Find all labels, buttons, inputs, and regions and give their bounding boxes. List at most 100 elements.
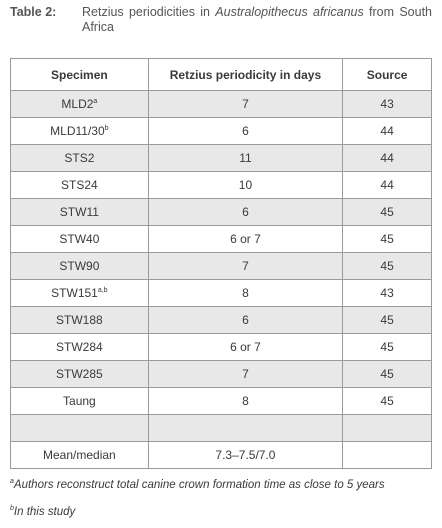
specimen: STW40 xyxy=(59,232,100,246)
source-cell: 44 xyxy=(342,171,432,199)
source: 43 xyxy=(380,286,394,300)
table-row: MLD2a 7 43 xyxy=(10,90,432,118)
source-cell: 44 xyxy=(342,144,432,172)
specimen: STS24 xyxy=(61,178,98,192)
source: 45 xyxy=(380,367,394,381)
specimen-note: a xyxy=(93,98,98,105)
caption: Table 2: Retzius periodicities in Austra… xyxy=(10,5,432,35)
source-cell xyxy=(342,441,432,469)
periodicity-cell: 6 xyxy=(147,117,344,145)
specimen: STS2 xyxy=(64,151,95,165)
specimen-cell: STW40 xyxy=(10,225,149,253)
header-cell: Retzius periodicity in days xyxy=(147,58,344,91)
source: 45 xyxy=(380,394,394,408)
specimen: STW90 xyxy=(59,259,100,273)
periodicity: 10 xyxy=(238,178,253,192)
periodicity-cell: 7 xyxy=(147,90,344,118)
specimen-cell: STW285 xyxy=(10,360,149,388)
periodicity-cell: 7 xyxy=(147,252,344,280)
caption-taxon: Australopithecus africanus xyxy=(215,5,364,19)
caption-text-after: from South Africa xyxy=(82,5,432,34)
source: 44 xyxy=(380,178,394,192)
periodicity: 6 or 7 xyxy=(230,340,261,354)
table-row: STW285 7 45 xyxy=(10,360,432,388)
empty-cell xyxy=(10,414,149,442)
table-row: STW188 6 45 xyxy=(10,306,432,334)
header-cell: Specimen xyxy=(10,58,149,91)
periodicity: 6 or 7 xyxy=(230,232,261,246)
caption-text-before: Retzius periodicities in xyxy=(82,5,210,19)
header-cell: Source xyxy=(342,58,432,91)
specimen-cell: STS24 xyxy=(10,171,149,199)
footnote: bIn this study xyxy=(10,505,75,518)
specimen-cell: STW151a,b xyxy=(10,279,149,307)
empty-cell xyxy=(342,414,432,442)
source-cell: 43 xyxy=(342,90,432,118)
footnote-text: Authors reconstruct total canine crown f… xyxy=(13,479,385,491)
source: 45 xyxy=(380,232,394,246)
periodicity: 7.3–7.5/7.0 xyxy=(215,448,276,462)
specimen: STW284 xyxy=(56,340,103,354)
source: 45 xyxy=(380,205,394,219)
caption-label: Table 2: xyxy=(10,5,57,19)
source: 44 xyxy=(380,151,394,165)
periodicity-cell: 7.3–7.5/7.0 xyxy=(147,441,344,469)
source-cell: 45 xyxy=(342,387,432,415)
source: 45 xyxy=(380,340,394,354)
periodicity-cell: 8 xyxy=(147,279,344,307)
table-row xyxy=(10,414,432,442)
specimen: Mean/median xyxy=(43,448,116,462)
periodicity: 7 xyxy=(242,367,249,381)
source-cell: 44 xyxy=(342,117,432,145)
specimen-cell: STW90 xyxy=(10,252,149,280)
footnote-text: In this study xyxy=(13,506,76,518)
table-row: STW90 7 45 xyxy=(10,252,432,280)
specimen-cell: STW11 xyxy=(10,198,149,226)
source-cell: 45 xyxy=(342,225,432,253)
table-row: STW40 6 or 7 45 xyxy=(10,225,432,253)
periodicity-cell: 6 xyxy=(147,306,344,334)
periodicity-cell: 7 xyxy=(147,360,344,388)
specimen-cell: Mean/median xyxy=(10,441,149,469)
specimen: STW285 xyxy=(56,367,103,381)
specimen: MLD2 xyxy=(61,97,94,111)
source-cell: 43 xyxy=(342,279,432,307)
table-row: STW11 6 45 xyxy=(10,198,432,226)
source-cell: 45 xyxy=(342,306,432,334)
footnote-mark: b xyxy=(10,505,14,512)
table-row: STS24 10 44 xyxy=(10,171,432,199)
table-body: MLD2a 7 43 MLD11/30b 6 44 STS2 11 44 STS24 10 44 STW… xyxy=(10,90,432,469)
source-cell: 45 xyxy=(342,252,432,280)
specimen-cell: STS2 xyxy=(10,144,149,172)
table-row: STS2 11 44 xyxy=(10,144,432,172)
source: 45 xyxy=(380,313,394,327)
periodicity: 8 xyxy=(242,286,249,300)
table-row: STW151a,b 8 43 xyxy=(10,279,432,307)
periodicity-cell: 6 or 7 xyxy=(147,225,344,253)
specimen: MLD11/30 xyxy=(50,124,105,138)
specimen: Taung xyxy=(63,394,96,408)
periodicity-cell: 8 xyxy=(147,387,344,415)
source: 44 xyxy=(380,124,394,138)
specimen-cell: STW188 xyxy=(10,306,149,334)
footnote-mark: a xyxy=(10,478,14,485)
periodicity-cell: 11 xyxy=(147,144,344,172)
table-row: STW284 6 or 7 45 xyxy=(10,333,432,361)
periodicity-cell: 6 or 7 xyxy=(147,333,344,361)
periodicity: 6 xyxy=(242,124,249,138)
specimen-cell: STW284 xyxy=(10,333,149,361)
specimen: STW188 xyxy=(56,313,103,327)
periodicity: 6 xyxy=(242,205,249,219)
periodicity: 8 xyxy=(242,394,249,408)
periodicity: 7 xyxy=(242,259,249,273)
periodicity: 7 xyxy=(242,97,249,111)
periodicity: 6 xyxy=(242,313,249,327)
table-row: Mean/median 7.3–7.5/7.0 xyxy=(10,441,432,469)
source: 43 xyxy=(380,97,394,111)
source: 45 xyxy=(380,259,394,273)
empty-cell xyxy=(147,414,344,442)
periodicity: 11 xyxy=(239,151,252,165)
header-row: Specimen Retzius periodicity in days Sou… xyxy=(10,58,432,91)
table-row: MLD11/30b 6 44 xyxy=(10,117,432,145)
caption-text: Retzius periodicities in Australopithecu… xyxy=(82,5,432,35)
